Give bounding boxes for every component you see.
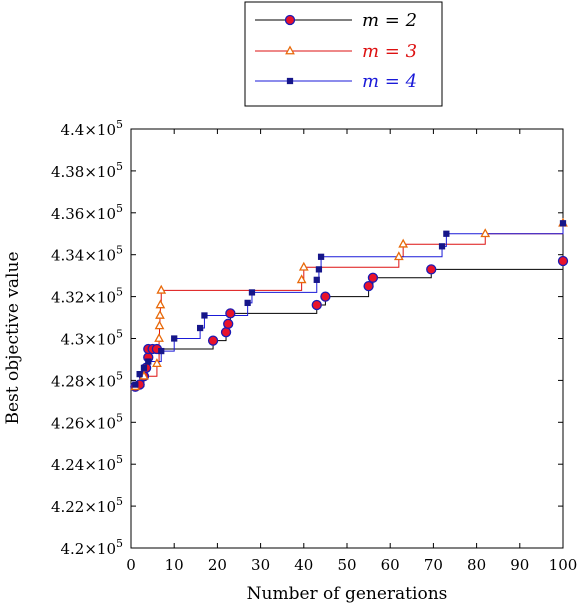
x-axis: 0 10 20 30 40 50 60 70 80 90 100 bbox=[126, 129, 577, 574]
x-tick-label: 50 bbox=[337, 556, 356, 574]
x-axis-label: Number of generations bbox=[247, 584, 448, 604]
data-point bbox=[171, 335, 178, 342]
series-layer bbox=[130, 217, 569, 392]
series-2-markers bbox=[130, 217, 568, 391]
data-point bbox=[136, 370, 143, 378]
series-line bbox=[131, 260, 564, 388]
series-3 bbox=[131, 223, 564, 386]
data-point bbox=[557, 255, 569, 267]
y-tick-label: 4.28×105 bbox=[51, 369, 123, 390]
legend-entry-2: m = 3 bbox=[255, 41, 417, 62]
series-1-markers bbox=[130, 255, 569, 392]
data-point bbox=[559, 220, 567, 227]
legend: m = 2 m = 3 m = 4 bbox=[255, 10, 417, 92]
data-point bbox=[156, 284, 167, 294]
legend-entry-3: m = 4 bbox=[255, 71, 417, 92]
data-point bbox=[286, 77, 294, 85]
data-point bbox=[145, 358, 152, 365]
y-tick-label: 4.32×105 bbox=[51, 286, 123, 307]
x-tick-label: 20 bbox=[208, 556, 227, 574]
series-2 bbox=[131, 223, 564, 388]
y-tick-label: 4.26×105 bbox=[51, 411, 123, 432]
data-point bbox=[154, 320, 165, 330]
y-axis: 4.2×105 4.22×105 4.24×105 4.26×105 4.28×105 4… bbox=[51, 118, 563, 558]
x-tick-label: 100 bbox=[549, 556, 578, 574]
y-tick-label: 4.4×105 bbox=[60, 118, 123, 139]
series-line bbox=[131, 223, 564, 386]
x-tick-label: 40 bbox=[294, 556, 313, 574]
data-point bbox=[155, 309, 165, 319]
data-point bbox=[298, 261, 309, 271]
legend-label: m = 2 bbox=[362, 10, 417, 31]
x-tick-label: 10 bbox=[165, 556, 184, 574]
series-3-markers bbox=[132, 220, 567, 388]
y-tick-label: 4.38×105 bbox=[51, 160, 123, 181]
data-point bbox=[480, 228, 491, 238]
x-tick-label: 60 bbox=[381, 556, 400, 574]
data-point bbox=[155, 299, 166, 309]
y-tick-label: 4.34×105 bbox=[51, 244, 123, 265]
data-point bbox=[285, 45, 295, 55]
data-point bbox=[207, 335, 219, 346]
data-point bbox=[317, 253, 325, 260]
x-tick-label: 0 bbox=[126, 556, 136, 574]
data-point bbox=[296, 274, 307, 284]
data-point bbox=[158, 347, 165, 355]
legend-entry-1: m = 2 bbox=[255, 10, 417, 31]
data-point bbox=[132, 381, 139, 388]
data-point bbox=[140, 364, 148, 371]
y-axis-label: Best objective value bbox=[3, 251, 23, 424]
data-point bbox=[313, 276, 320, 283]
data-point bbox=[320, 291, 331, 302]
series-1 bbox=[131, 260, 564, 388]
data-point bbox=[220, 327, 232, 338]
data-point bbox=[438, 243, 446, 250]
data-point bbox=[223, 318, 234, 329]
y-tick-label: 4.24×105 bbox=[51, 453, 123, 474]
legend-label: m = 3 bbox=[362, 41, 417, 62]
y-tick-label: 4.22×105 bbox=[51, 495, 123, 516]
data-point bbox=[154, 332, 164, 342]
legend-box bbox=[244, 1, 443, 107]
legend-label: m = 4 bbox=[362, 71, 417, 92]
data-point bbox=[443, 230, 450, 237]
y-tick-label: 4.36×105 bbox=[51, 202, 123, 223]
data-point bbox=[196, 324, 204, 332]
data-point bbox=[152, 358, 162, 368]
data-point bbox=[363, 280, 374, 292]
data-point bbox=[201, 312, 208, 319]
data-point bbox=[398, 238, 409, 248]
y-tick-label: 4.3×105 bbox=[60, 328, 123, 349]
x-tick-label: 70 bbox=[424, 556, 443, 574]
x-tick-label: 90 bbox=[510, 556, 529, 574]
data-point bbox=[393, 251, 404, 261]
y-tick-label: 4.2×105 bbox=[60, 537, 123, 558]
data-point bbox=[284, 14, 296, 26]
series-line bbox=[131, 223, 564, 388]
data-point bbox=[315, 266, 323, 273]
data-point bbox=[367, 272, 379, 283]
x-tick-label: 80 bbox=[467, 556, 486, 574]
data-point bbox=[311, 299, 322, 311]
data-point bbox=[426, 264, 437, 275]
data-point bbox=[225, 308, 236, 319]
data-point bbox=[244, 299, 251, 307]
x-tick-label: 30 bbox=[251, 556, 270, 574]
data-point bbox=[248, 289, 256, 296]
